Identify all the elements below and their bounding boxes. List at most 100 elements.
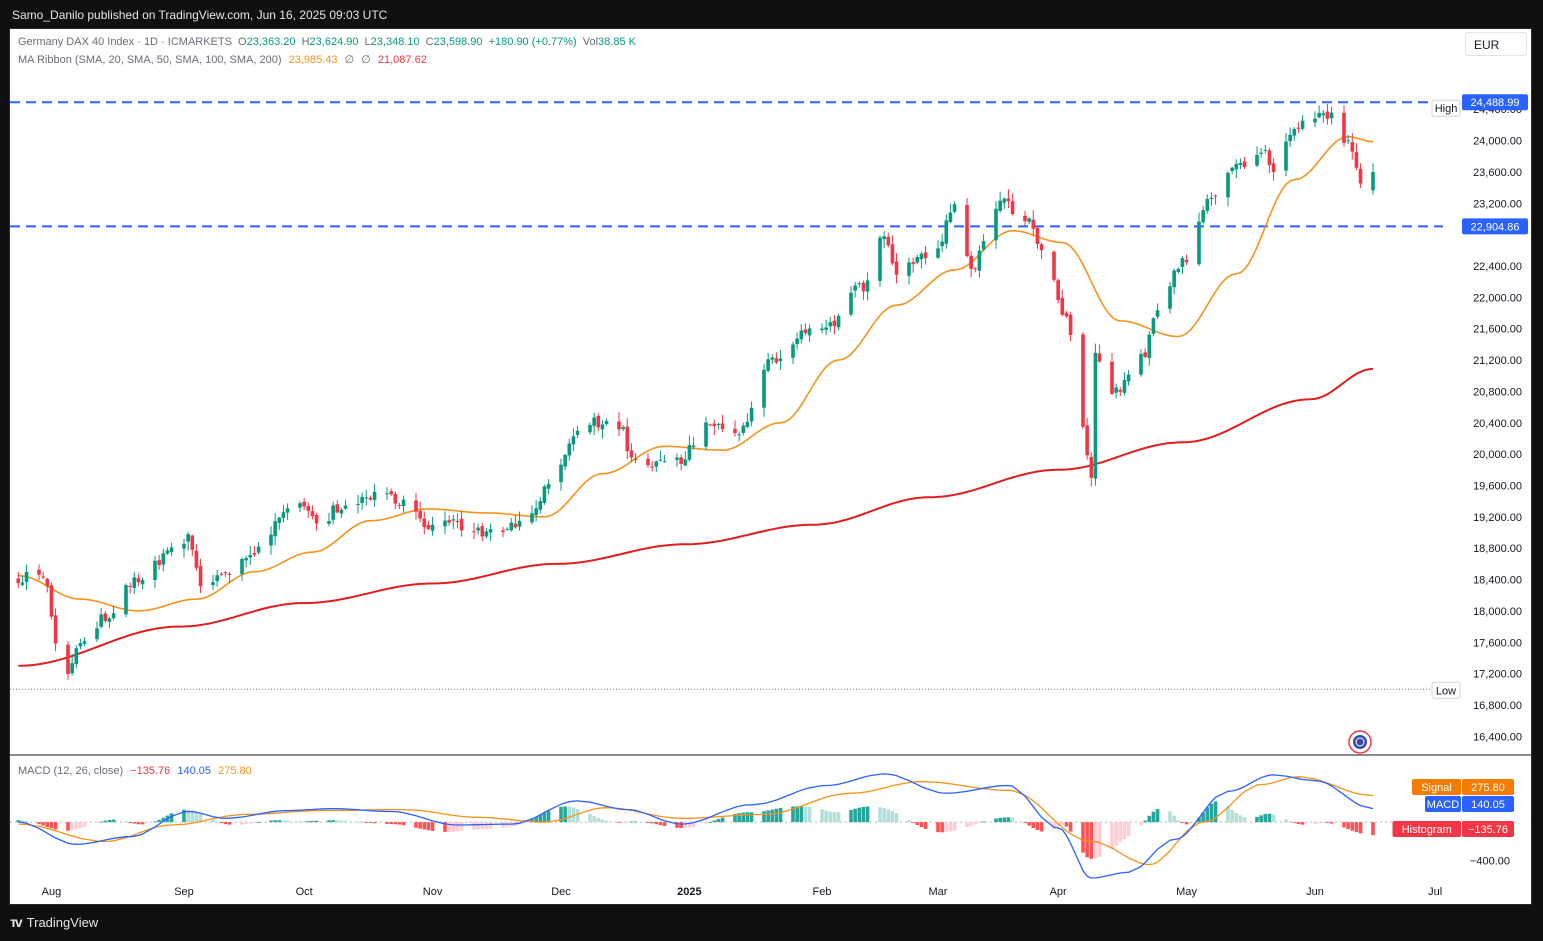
candle-body <box>733 428 737 434</box>
candle-body <box>849 292 853 315</box>
price-tick-label: 16,800.00 <box>1473 700 1522 712</box>
candle <box>1201 205 1205 225</box>
macd-hist-bar <box>981 821 986 823</box>
candle-body <box>182 543 186 549</box>
time-tick-label: Jun <box>1306 886 1324 898</box>
macd-hist-bar <box>575 808 580 823</box>
macd-hist-bar <box>182 809 186 823</box>
macd-hist-bar <box>604 820 609 823</box>
macd-hist-bar <box>691 822 696 827</box>
price-tick-label: 19,200.00 <box>1473 512 1522 524</box>
candle-body <box>708 424 712 426</box>
candle <box>965 198 969 258</box>
macd-hist-bar <box>849 809 853 823</box>
candle <box>310 505 315 520</box>
candle <box>1234 159 1239 179</box>
candle <box>923 246 928 265</box>
level-tag-bg <box>1462 94 1528 111</box>
macd-hist-bar <box>766 810 770 823</box>
candle-body <box>1342 112 1346 143</box>
macd-hist-bar <box>1126 822 1131 837</box>
globe-core <box>1353 735 1367 749</box>
macd-hist-bar <box>952 822 957 831</box>
macd-hist-bar <box>1176 820 1181 823</box>
candle-body <box>1358 168 1363 184</box>
macd-hist-bar <box>1205 807 1210 823</box>
candle <box>240 557 244 582</box>
macd-hist-bar <box>534 817 538 823</box>
candle <box>488 523 493 542</box>
macd-hist-bar <box>803 806 808 823</box>
macd-hist-bar <box>128 822 132 823</box>
macd-hist-bar <box>807 806 812 823</box>
price-tick-label: 23,600.00 <box>1473 167 1522 179</box>
macd-hist-bar <box>712 820 717 823</box>
macd-hist-bar <box>343 820 348 823</box>
candle-body <box>1147 334 1152 358</box>
macd-hist-bar <box>273 820 277 823</box>
candle <box>936 240 940 259</box>
candle-body <box>803 329 808 334</box>
candle <box>588 422 592 435</box>
candle <box>799 324 804 344</box>
publisher-bar: Samo_Danilo published on TradingView.com… <box>0 0 1543 28</box>
time-tick-label: Oct <box>296 886 313 898</box>
candle <box>418 501 422 523</box>
candle <box>455 513 460 529</box>
symbol-name[interactable]: Germany DAX 40 Index · 1D · ICMARKETS <box>18 36 232 48</box>
candle <box>1197 212 1201 267</box>
candle-body <box>211 582 215 585</box>
macd-hist-bar <box>911 822 915 823</box>
candle-body <box>49 585 54 617</box>
macd-hist-bar <box>1151 811 1156 823</box>
candle <box>78 639 83 650</box>
macd-hist-bar <box>190 810 195 823</box>
candle <box>575 425 580 439</box>
macd-title[interactable]: MACD (12, 26, close) <box>18 765 124 777</box>
candle <box>484 527 489 539</box>
currency-button[interactable]: EUR <box>1465 32 1527 56</box>
macd-hist-bar <box>1184 822 1189 825</box>
macd-hist-bar <box>1002 817 1007 823</box>
macd-hist-bar <box>1085 822 1089 858</box>
macd-hist-bar <box>592 816 596 823</box>
macd-hist-bar <box>1139 822 1143 826</box>
candle-body <box>298 503 302 508</box>
candle <box>952 201 957 214</box>
candle-body <box>335 504 340 513</box>
candle <box>915 254 920 265</box>
candle <box>302 497 306 510</box>
macd-tag-value-bg <box>1462 796 1514 812</box>
candle <box>480 522 485 542</box>
macd-tag-value: 140.05 <box>1471 799 1505 811</box>
candle-body <box>153 560 157 581</box>
tradingview-logo[interactable]: ᴛᴠ TradingView <box>10 914 98 930</box>
candle <box>849 286 853 317</box>
macd-hist-bar <box>857 807 862 823</box>
candle-body <box>53 615 58 644</box>
ma-ribbon-title[interactable]: MA Ribbon (SMA, 20, SMA, 50, SMA, 100, S… <box>18 54 282 66</box>
candle <box>853 281 857 298</box>
macd-hist-bar <box>646 822 650 823</box>
candle <box>252 545 257 557</box>
macd-hist-bar <box>140 822 145 825</box>
candle-body <box>571 436 576 445</box>
candle <box>306 502 311 518</box>
candle-body <box>1110 361 1114 394</box>
macd-hist-bar <box>252 822 257 823</box>
candle-body <box>1354 152 1359 168</box>
candle <box>74 645 79 669</box>
candle-body <box>538 501 543 510</box>
candle-body <box>269 534 273 546</box>
candle <box>596 413 601 432</box>
macd-hist-bar <box>451 822 456 832</box>
candle <box>1168 281 1172 314</box>
candle-body <box>1271 163 1276 172</box>
candle <box>389 488 393 497</box>
macd-hist-bar <box>824 810 828 823</box>
candle-body <box>194 550 199 568</box>
navigation-globe-icon[interactable] <box>1348 730 1372 754</box>
macd-hist-bar <box>745 812 750 823</box>
candle <box>327 512 331 527</box>
